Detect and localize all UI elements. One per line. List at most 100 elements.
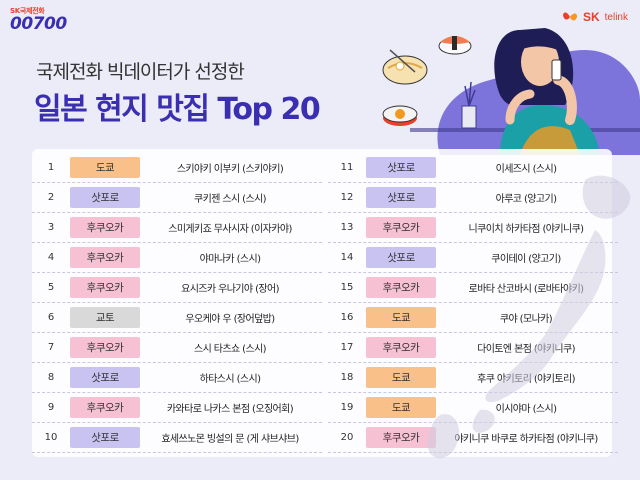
restaurant-name: 카와타로 나카스 본점 (오징어회): [166, 404, 294, 415]
region-badge: 도쿄: [70, 157, 140, 178]
restaurant-name: 스키야키 이부키 (스키야키): [176, 164, 284, 175]
region-badge: 후쿠오카: [70, 277, 140, 298]
restaurant-name: 아루코 (양고기): [495, 194, 557, 205]
region-badge: 교토: [70, 307, 140, 328]
ranking-column-right: 11 삿포로 이세즈시 (스시) 12 삿포로 아루코 (양고기) 13 후쿠오카 니쿠이치 하…: [328, 153, 618, 453]
region-badge: 후쿠오카: [366, 217, 436, 238]
rank-number: 16: [340, 312, 354, 323]
region-badge: 삿포로: [366, 247, 436, 268]
restaurant-name: 요시즈카 우나기야 (장어): [181, 284, 279, 295]
rank-number: 13: [340, 222, 354, 233]
region-badge: 도쿄: [366, 397, 436, 418]
illustration: [382, 28, 640, 155]
region-badge: 후쿠오카: [70, 247, 140, 268]
region-badge: 후쿠오카: [70, 217, 140, 238]
restaurant-name: 이시야마 (스시): [495, 404, 557, 415]
region-badge: 삿포로: [70, 187, 140, 208]
ranking-row: 6 교토 우오케야 우 (장어덮밥): [32, 303, 322, 333]
rank-number: 1: [47, 162, 55, 173]
ranking-row: 1 도쿄 스키야키 이부키 (스키야키): [32, 153, 322, 183]
sushi-roll-icon: [382, 105, 418, 126]
ranking-row: 20 후쿠오카 야키니쿠 바쿠로 하카타점 (야키니쿠): [328, 423, 618, 453]
rank-number: 12: [340, 192, 354, 203]
ranking-row: 13 후쿠오카 니쿠이치 하카타점 (야키니쿠): [328, 213, 618, 243]
restaurant-name: 야마나카 (스시): [199, 254, 261, 265]
rank-number: 19: [340, 402, 354, 413]
region-badge: 후쿠오카: [366, 337, 436, 358]
restaurant-name: 니쿠이치 하카타점 (야키니쿠): [468, 224, 585, 235]
region-badge: 도쿄: [366, 307, 436, 328]
ranking-row: 8 삿포로 하타스시 (스시): [32, 363, 322, 393]
ranking-row: 14 삿포로 쿠이테이 (양고기): [328, 243, 618, 273]
restaurant-name: 스시 타츠쇼 (스시): [194, 344, 267, 355]
woman-figure: [494, 28, 600, 155]
restaurant-name: 쿠키젠 스시 (스시): [194, 194, 267, 205]
restaurant-name: 쿠야 (모나카): [499, 314, 553, 325]
restaurant-name: 야키니쿠 바쿠로 하카타점 (야키니쿠): [454, 434, 598, 445]
ranking-row: 18 도쿄 후쿠 야키토리 (야키토리): [328, 363, 618, 393]
rank-number: 8: [47, 372, 55, 383]
region-badge: 후쿠오카: [366, 277, 436, 298]
restaurant-name: 로바타 산코바시 (로바타야키): [468, 284, 585, 295]
ranking-row: 17 후쿠오카 다이토엔 본점 (야키니쿠): [328, 333, 618, 363]
region-badge: 삿포로: [70, 427, 140, 448]
ranking-row: 3 후쿠오카 스미게키죠 무사시자 (이자카야): [32, 213, 322, 243]
rank-number: 6: [47, 312, 55, 323]
plant-icon: [461, 81, 477, 129]
restaurant-name: 후쿠 야키토리 (야키토리): [477, 374, 575, 385]
restaurant-name: 이세즈시 (스시): [495, 164, 557, 175]
ranking-row: 19 도쿄 이시야마 (스시): [328, 393, 618, 423]
sk-text: SK: [582, 10, 600, 24]
sushi-icon: [438, 36, 472, 55]
restaurant-name: 우오케야 우 (장어덮밥): [185, 314, 275, 325]
rank-number: 4: [47, 252, 55, 263]
region-badge: 삿포로: [366, 187, 436, 208]
region-badge: 후쿠오카: [70, 397, 140, 418]
rank-number: 17: [340, 342, 354, 353]
brand-sub: SK국제전화: [10, 7, 45, 15]
region-badge: 삿포로: [366, 157, 436, 178]
ranking-column-left: 1 도쿄 스키야키 이부키 (스키야키) 2 삿포로 쿠키젠 스시 (스시) 3 후쿠오카 스미…: [32, 153, 322, 453]
ranking-row: 5 후쿠오카 요시즈카 우나기야 (장어): [32, 273, 322, 303]
region-badge: 후쿠오카: [366, 427, 436, 448]
brand-logo: SK국제전화 00700: [10, 6, 67, 34]
rank-number: 20: [340, 432, 354, 443]
ranking-row: 12 삿포로 아루코 (양고기): [328, 183, 618, 213]
rank-number: 10: [44, 432, 58, 443]
region-badge: 도쿄: [366, 367, 436, 388]
rank-number: 3: [47, 222, 55, 233]
ranking-row: 7 후쿠오카 스시 타츠쇼 (스시): [32, 333, 322, 363]
phone-icon: [551, 59, 562, 81]
rank-number: 5: [47, 282, 55, 293]
ranking-row: 10 삿포로 효세쓰노몬 빙설의 문 (게 샤브샤브): [32, 423, 322, 453]
rank-number: 15: [340, 282, 354, 293]
rank-number: 14: [340, 252, 354, 263]
sub-title: 국제전화 빅데이터가 선정한: [36, 61, 245, 83]
restaurant-name: 스미게키죠 무사시자 (이자카야): [168, 224, 292, 235]
restaurant-name: 다이토엔 본점 (야키니쿠): [477, 344, 575, 355]
sk-telink-logo: SK telink: [560, 7, 628, 27]
ranking-row: 16 도쿄 쿠야 (모나카): [328, 303, 618, 333]
rank-number: 9: [47, 402, 55, 413]
ranking-row: 11 삿포로 이세즈시 (스시): [328, 153, 618, 183]
ranking-row: 2 삿포로 쿠키젠 스시 (스시): [32, 183, 322, 213]
ramen-bowl-icon: [382, 49, 428, 85]
main-title: 일본 현지 맛집 Top 20: [34, 92, 321, 127]
restaurant-name: 효세쓰노몬 빙설의 문 (게 샤브샤브): [161, 434, 299, 445]
ranking-row: 15 후쿠오카 로바타 산코바시 (로바타야키): [328, 273, 618, 303]
rank-number: 11: [340, 162, 354, 173]
telink-text: telink: [604, 11, 628, 23]
rank-number: 2: [47, 192, 55, 203]
rank-number: 7: [47, 342, 55, 353]
sk-butterfly-icon: [563, 12, 578, 21]
ranking-panel: 1 도쿄 스키야키 이부키 (스키야키) 2 삿포로 쿠키젠 스시 (스시) 3 후쿠오카 스미…: [32, 149, 618, 457]
rank-number: 18: [340, 372, 354, 383]
ranking-row: 4 후쿠오카 야마나카 (스시): [32, 243, 322, 273]
restaurant-name: 하타스시 (스시): [199, 374, 261, 385]
ranking-row: 9 후쿠오카 카와타로 나카스 본점 (오징어회): [32, 393, 322, 423]
brand-main: 00700: [10, 14, 67, 34]
region-badge: 후쿠오카: [70, 337, 140, 358]
restaurant-name: 쿠이테이 (양고기): [491, 254, 561, 265]
region-badge: 삿포로: [70, 367, 140, 388]
